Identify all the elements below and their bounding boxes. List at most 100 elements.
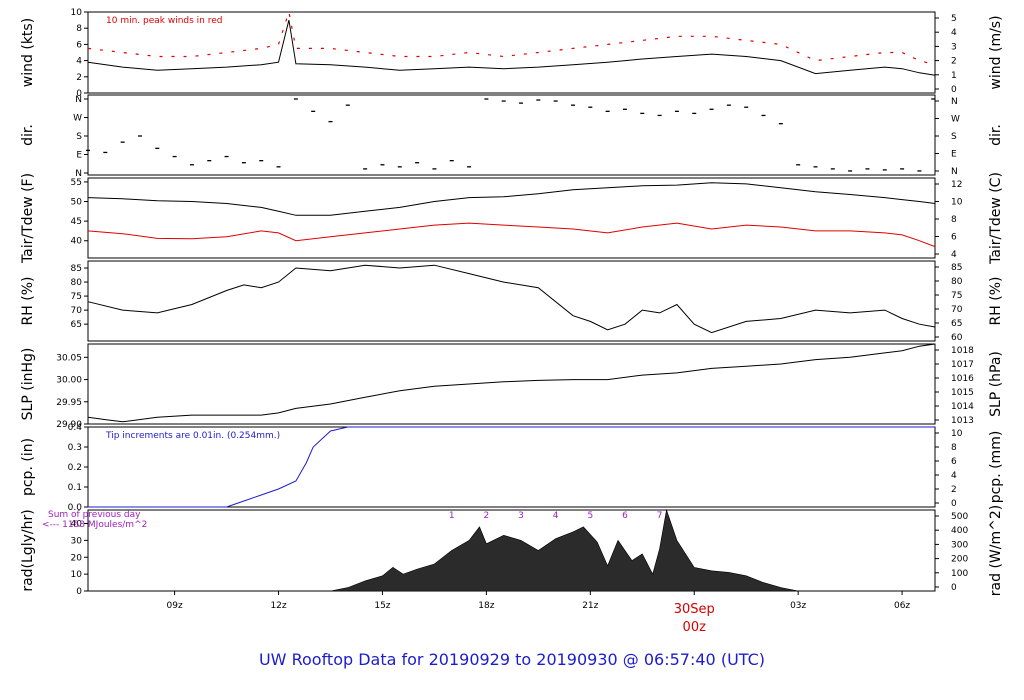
panel-frame — [87, 94, 936, 176]
right-tick-label: 0 — [951, 499, 957, 509]
right-tick-label: 2 — [951, 485, 957, 495]
ylabel-right: SLP (hPa) — [988, 351, 1004, 417]
panel-frame — [87, 177, 936, 259]
left-tick-label: 30.05 — [56, 353, 82, 363]
right-tick-label: 80 — [951, 277, 963, 287]
left-tick-label: 0.3 — [68, 443, 82, 453]
left-tick-label: 10 — [71, 570, 83, 580]
series-line-0 — [88, 426, 935, 508]
left-tick-label: 4 — [76, 57, 82, 67]
right-tick-label: 1014 — [951, 402, 974, 412]
right-tick-label: 6 — [951, 457, 957, 467]
left-tick-label: N — [75, 95, 82, 105]
right-tick-label: 5 — [951, 14, 957, 24]
right-tick-label: 4 — [951, 471, 957, 481]
ylabel-right: RH (%) — [988, 277, 1004, 326]
right-tick-label: 12 — [951, 180, 962, 190]
series-line-0 — [87, 19, 936, 76]
left-tick-label: 30.00 — [56, 376, 82, 386]
left-tick-label: 50 — [71, 198, 83, 208]
right-tick-label: N — [951, 97, 958, 107]
right-tick-label: 100 — [951, 569, 968, 579]
left-tick-label: 0.2 — [68, 463, 82, 473]
panel-annotation: 10 min. peak winds in red — [106, 16, 223, 26]
left-tick-label: 80 — [71, 278, 83, 288]
right-tick-label: 1013 — [951, 416, 974, 426]
ylabel-left: SLP (inHg) — [20, 348, 36, 421]
right-tick-label: 4 — [951, 28, 957, 38]
time-tick-label: 18z — [478, 601, 494, 611]
right-tick-label: 0 — [951, 85, 957, 95]
right-tick-label: 4 — [951, 250, 957, 260]
hour-label: 1 — [449, 511, 455, 521]
left-tick-label: 8 — [76, 24, 82, 34]
left-tick-label: 30 — [71, 536, 83, 546]
panel-frame — [87, 11, 936, 94]
ylabel-left: dir. — [20, 124, 36, 146]
series-line-1 — [87, 222, 936, 248]
panel-wind: wind (kts) wind (m/s) 0 2 4 6 8 10 0 1 2 3 4 5 10 min.… — [20, 8, 1004, 99]
footer-title: UW Rooftop Data for 20190929 to 20190930… — [259, 650, 765, 669]
ylabel-left: wind (kts) — [20, 18, 36, 87]
ylabel-right: dir. — [988, 124, 1004, 146]
annotation-line2: <--- 1153 MJoules/m^2 — [42, 520, 147, 530]
day-label-time: 00z — [683, 620, 707, 635]
right-tick-label: 1016 — [951, 374, 974, 384]
left-tick-label: 70 — [71, 306, 83, 316]
left-tick-label: E — [76, 151, 82, 161]
left-tick-label: 40 — [71, 520, 83, 530]
right-tick-label: 70 — [951, 305, 963, 315]
right-tick-label: 1018 — [951, 346, 974, 356]
left-tick-label: 0.4 — [68, 423, 83, 433]
ylabel-right: rad (W/m^2) — [988, 505, 1004, 596]
right-tick-label: E — [951, 150, 957, 160]
hour-label: 2 — [484, 511, 490, 521]
annotation-line1: Sum of previous day — [48, 510, 141, 520]
panel-temp: Tair/Tdew (F) Tair/Tdew (C) 40 45 50 55 4 6 8 10 1… — [20, 172, 1004, 265]
ylabel-left: Tair/Tdew (F) — [20, 173, 36, 264]
left-tick-label: 6 — [76, 40, 82, 50]
hour-label: 6 — [622, 511, 628, 521]
day-label-date: 30Sep — [674, 602, 715, 617]
left-tick-label: N — [75, 169, 82, 179]
right-tick-label: 3 — [951, 42, 957, 52]
left-tick-label: 75 — [71, 292, 82, 302]
left-tick-label: 65 — [71, 320, 82, 330]
time-tick-label: 21z — [582, 601, 598, 611]
panel-rad: rad(Lgly/hr) rad (W/m^2)01020304001002003… — [20, 505, 1004, 597]
panel-frame — [87, 343, 936, 425]
left-tick-label: 0.0 — [68, 503, 83, 513]
panel-pcp: pcp. (in) pcp. (mm) 0.0 0.1 0.2 0.3 0.4 0 2 4 6 8 10… — [20, 423, 1004, 513]
right-tick-label: W — [951, 115, 960, 125]
right-tick-label: 500 — [951, 512, 968, 522]
time-tick-label: 15z — [374, 601, 390, 611]
ylabel-left: pcp. (in) — [20, 438, 36, 496]
left-tick-label: 29.90 — [56, 420, 82, 430]
left-tick-label: 0 — [76, 587, 82, 597]
ylabel-left: rad(Lgly/hr) — [20, 509, 36, 591]
series-line-0 — [87, 264, 936, 334]
hour-label: 5 — [587, 511, 593, 521]
panel-annotation: Tip increments are 0.01in. (0.254mm.) — [105, 431, 280, 441]
right-tick-label: 60 — [951, 333, 963, 343]
right-tick-label: 2 — [951, 57, 957, 67]
left-tick-label: 85 — [71, 264, 82, 274]
ylabel-left: RH (%) — [20, 277, 36, 326]
left-tick-label: W — [73, 114, 82, 124]
right-tick-label: S — [951, 132, 957, 142]
left-tick-label: 0 — [76, 89, 82, 99]
time-tick-label: 09z — [167, 601, 183, 611]
time-tick-label: 06z — [894, 601, 910, 611]
right-tick-label: 85 — [951, 263, 962, 273]
right-tick-label: 8 — [951, 215, 957, 225]
right-tick-label: 200 — [951, 555, 968, 565]
right-tick-label: 400 — [951, 526, 968, 536]
series-line-0 — [87, 343, 936, 423]
time-tick-label: 03z — [790, 601, 806, 611]
right-tick-label: 6 — [951, 233, 957, 243]
hour-label: 4 — [553, 511, 559, 521]
right-tick-label: 300 — [951, 540, 968, 550]
right-tick-label: N — [951, 167, 958, 177]
